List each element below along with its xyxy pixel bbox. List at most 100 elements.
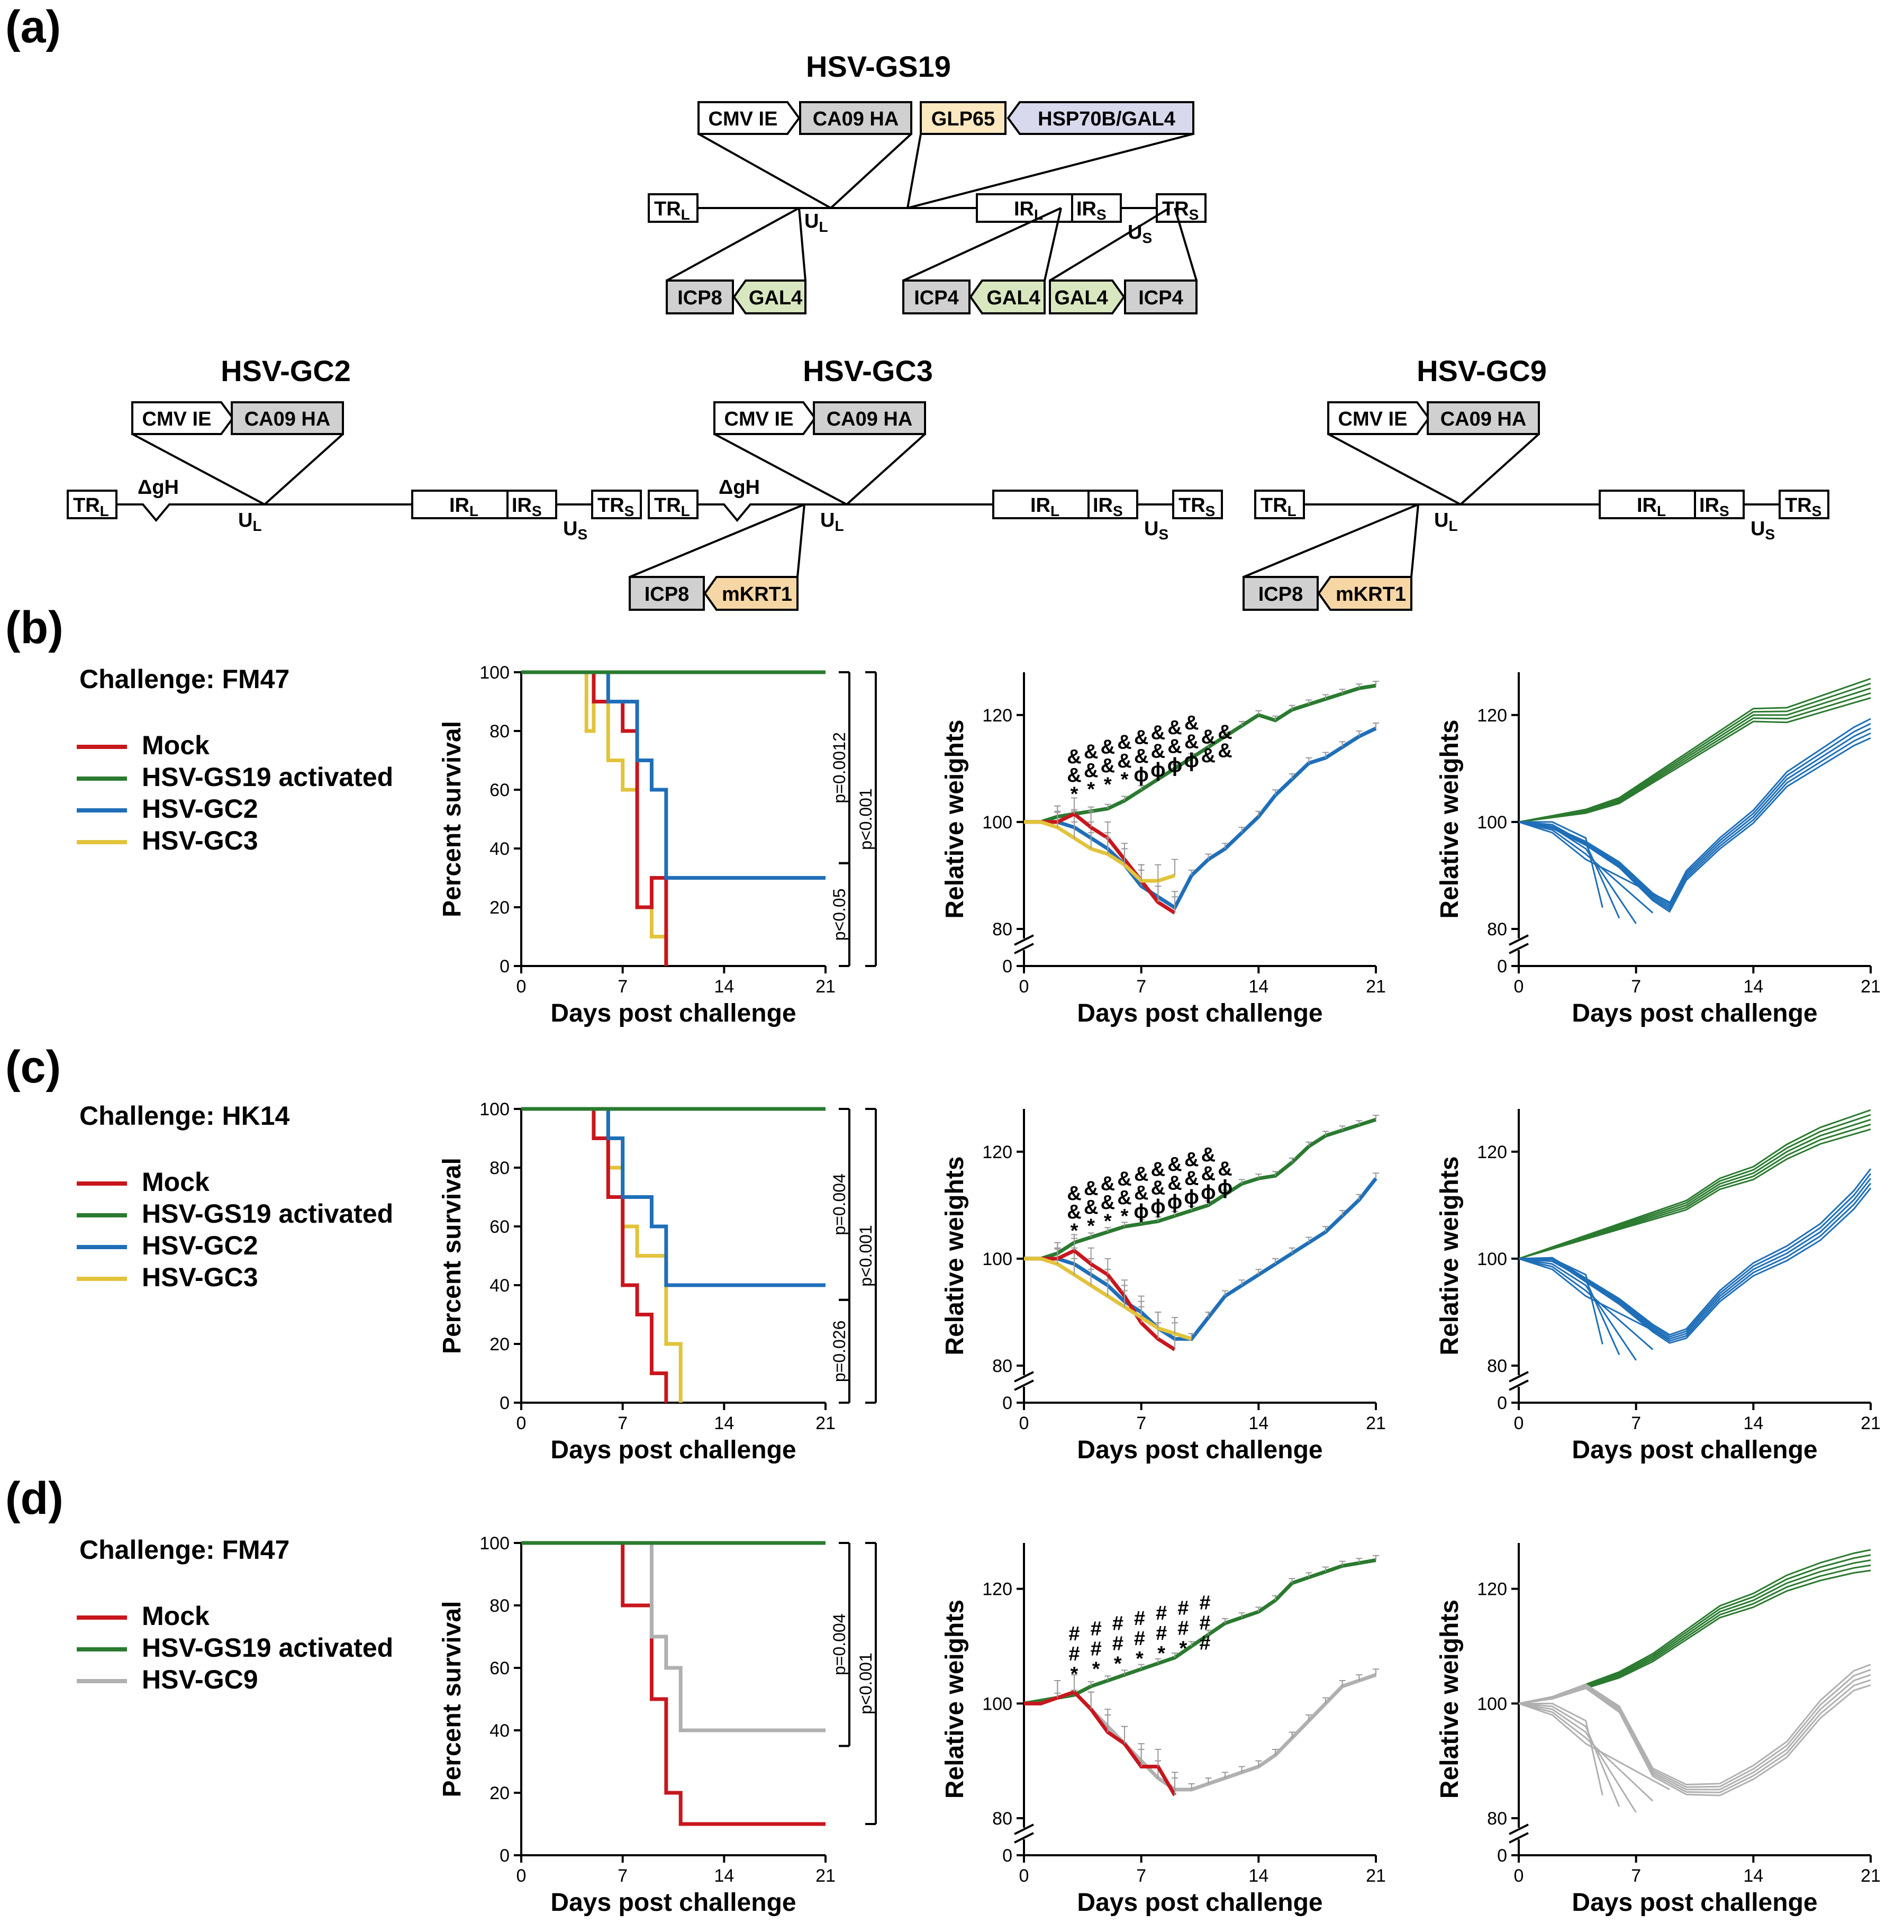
row0-chart1-sig-5: ϕ [1150, 759, 1165, 781]
row0-chart2-ytick-label: 100 [1477, 812, 1507, 833]
row0-chart2-ytick-label: 120 [1477, 706, 1507, 726]
gc3-genome-dgh-label: ΔgH [719, 476, 760, 499]
gs19-conn [1174, 207, 1198, 281]
row0-chart1-sig-21: & [1084, 741, 1098, 763]
gc3-ul-label: UL [820, 509, 844, 534]
row2-chart1-sig-1: * [1092, 1658, 1100, 1680]
row2-chart2-series-hsv-gc9-1 [1518, 1679, 1871, 1793]
row0-challenge: Challenge: FM47 [79, 664, 289, 694]
row0-chart1-sig-9: & [1218, 740, 1232, 762]
gs19-genome-trl-box [648, 193, 699, 223]
row2-chart2-break-mark [1509, 1832, 1529, 1844]
gc9-conn [1459, 433, 1540, 505]
gs19-gal4b-label: GAL4 [986, 287, 1040, 309]
gc3-genome-us-label: US [1144, 518, 1168, 543]
row1-chart1-ytick-label: 80 [992, 1356, 1012, 1376]
row2-chart2-break-mark [1509, 1823, 1529, 1835]
row1-chart1-series-mock [1024, 1248, 1176, 1351]
gc2-title: HSV-GC2 [221, 354, 351, 387]
row1-chart2-dying-2 [1518, 1258, 1637, 1361]
gc9-icp8-box [1243, 576, 1319, 611]
row0-chart2-ylabel: Relative weights [1436, 719, 1464, 918]
gc3-icp8-label: ICP8 [645, 583, 689, 606]
gs19-conn [1044, 207, 1062, 281]
panel-letter-2: (c) [5, 1042, 61, 1093]
row2-chart0-ytick-label: 20 [489, 1783, 510, 1803]
row1-chart1-xlabel: Days post challenge [1077, 1436, 1322, 1464]
row0-chart1-sig-7: ϕ [1184, 750, 1199, 772]
gs19-icp4a-box [902, 279, 971, 314]
row0-chart1-break-mark [1014, 934, 1034, 946]
row2-chart0-xtick-label: 21 [815, 1866, 836, 1886]
row1-chart2-break-mark [1509, 1371, 1529, 1383]
gc9-cmv-box [1327, 401, 1430, 435]
row2-chart1-series-hsv-gs19-activated [1023, 1558, 1376, 1705]
row0-chart0-ytick-label: 0 [500, 956, 510, 977]
row1-chart1-sig-27: & [1184, 1149, 1199, 1171]
row0-chart2-break-gap [1508, 938, 1529, 950]
gs19-conn [830, 133, 912, 209]
row0-chart1-sig-4: ϕ [1134, 764, 1148, 786]
row0-chart1-sig-24: & [1134, 726, 1148, 748]
row1-chart2-ylabel: Relative weights [1436, 1156, 1464, 1355]
row2-chart2-xtick-label: 21 [1861, 1866, 1881, 1886]
row1-chart0-series-mock [521, 1107, 668, 1403]
row2-chart1-sig-19: # [1177, 1597, 1189, 1619]
row1-legend-3: HSV-GC3 [142, 1262, 258, 1292]
gs19-conn [1049, 207, 1171, 282]
row0-chart1-sig-15: & [1151, 741, 1165, 763]
row0-chart1-sig-22: & [1101, 736, 1115, 759]
gc9-genome-trl-label: TRL [1261, 494, 1296, 519]
gc2-conn [264, 433, 344, 505]
row2-chart0-ytick-label: 100 [479, 1533, 510, 1554]
row0-chart1-ylabel: Relative weights [941, 719, 969, 918]
row0-chart0-ylabel: Percent survival [438, 721, 466, 917]
row2-chart1-sig-4: * [1157, 1642, 1165, 1665]
row2-chart1-ytick-label: 100 [982, 1694, 1012, 1714]
gc3-genome-irs-box [1087, 490, 1138, 519]
row1-chart2-ytick-label: 100 [1477, 1249, 1507, 1269]
row2-chart0-ytick-label: 0 [500, 1846, 510, 1866]
row0-chart1-sig-12: & [1101, 755, 1115, 777]
row0-chart2-break-mark [1509, 934, 1529, 946]
row2-chart1-sig-17: # [1134, 1608, 1145, 1630]
row0-chart1-sig-11: & [1084, 760, 1098, 782]
gc9-conn [1243, 503, 1419, 578]
row2-chart2-xtick-label: 0 [1514, 1866, 1524, 1886]
row2-chart0-ytick-label: 60 [489, 1658, 510, 1678]
row0-chart0-xtick-label: 14 [714, 977, 734, 997]
row2-chart1-sig-20: # [1199, 1592, 1210, 1614]
gs19-conn [666, 207, 800, 282]
row1-chart0-ytick-label: 20 [489, 1334, 510, 1355]
gs19-gal4a-box [732, 279, 806, 314]
row1-chart1-break-mark [1014, 1379, 1034, 1391]
row1-chart2-series-hsv-gs19-activated-2 [1518, 1118, 1871, 1260]
gc9-genome-trs-box [1779, 490, 1829, 519]
row0-chart1-sig-1: * [1087, 778, 1095, 800]
row2-chart2-ytick-label: 80 [1487, 1809, 1507, 1829]
row1-chart2-break-mark [1509, 1379, 1529, 1391]
row0-chart2-dying-3 [1518, 821, 1654, 914]
row0-chart1-ytick-label: 100 [982, 812, 1012, 833]
gc9-icp8-label: ICP8 [1258, 583, 1303, 606]
gs19-gal4a-label: GAL4 [749, 287, 802, 309]
row1-chart1-sig-2: * [1104, 1210, 1112, 1232]
gs19-icp4b-label: ICP4 [1138, 287, 1183, 309]
row0-chart0-ytick-label: 100 [479, 663, 510, 683]
row1-chart2-xtick-label: 21 [1861, 1413, 1881, 1433]
row0-chart1-sig-3: * [1121, 769, 1129, 791]
gc3-genome-trs-label: TRS [1178, 494, 1215, 519]
row1-chart0-pval-0: p=0.004 [830, 1173, 849, 1235]
row1-chart1-series-hsv-gc2 [1024, 1177, 1377, 1341]
gc3-ha-label: CA09 HA [827, 408, 913, 430]
row2-chart1-break-mark [1014, 1823, 1034, 1835]
row2-chart1-ytick-label: 80 [992, 1809, 1012, 1829]
row1-chart1-ytick-label: 100 [982, 1249, 1012, 1269]
panel-letter-1: (b) [5, 602, 64, 653]
gc2-conn [132, 433, 265, 505]
row0-chart2-series-hsv-gs19-activated-3 [1518, 682, 1871, 823]
row0-chart1-break-mark [1014, 943, 1034, 954]
row1-chart2-dying-1 [1518, 1258, 1620, 1356]
row2-legend-1: HSV-GS19 activated [142, 1633, 393, 1663]
